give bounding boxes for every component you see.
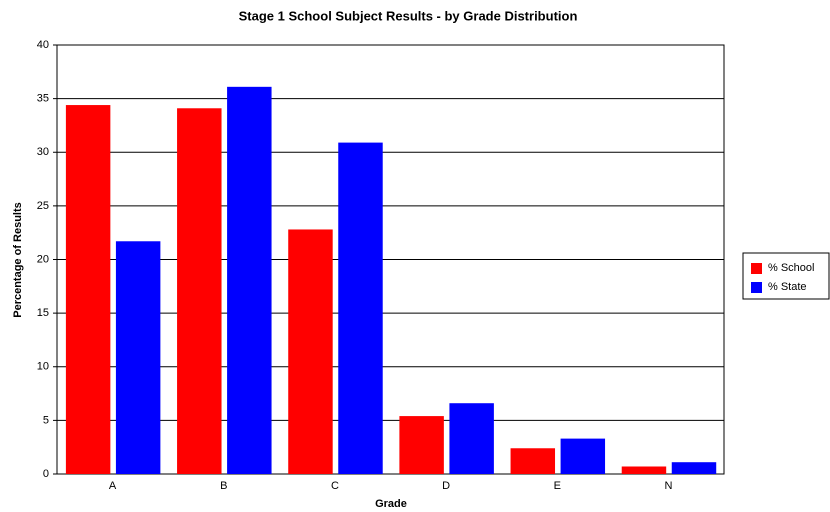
plot-border [56,44,725,475]
bar [338,142,383,474]
bar [671,462,717,474]
y-tick-label: 25 [37,200,49,212]
x-tick-label: A [109,480,117,492]
y-tick-label: 30 [37,146,49,158]
bar [227,86,272,474]
y-tick-label: 10 [37,361,49,373]
y-tick-label: 35 [37,93,49,105]
bar [65,105,111,474]
y-tick-label: 5 [43,414,49,426]
legend-label: % State [768,281,807,293]
bar [510,448,556,474]
x-tick-label: C [331,480,339,492]
bar [177,108,222,474]
bar [115,241,161,474]
y-tick-label: 0 [43,468,49,480]
x-tick-label: D [442,480,450,492]
bar [399,416,444,474]
y-tick-label: 40 [37,39,49,51]
x-tick-label: B [220,480,227,492]
y-tick-label: 15 [37,307,49,319]
x-tick-label: E [554,480,561,492]
bar [449,403,494,474]
legend-label: % School [768,262,814,274]
y-axis-label: Percentage of Results [12,202,24,318]
bar [560,438,606,474]
y-tick-label: 20 [37,253,49,265]
legend-swatch [751,263,762,274]
x-tick-label: N [664,480,672,492]
chart-title: Stage 1 School Subject Results - by Grad… [239,8,578,23]
x-axis-label: Grade [375,498,407,510]
legend-swatch [751,282,762,293]
bar [621,466,667,474]
bar [288,229,333,474]
